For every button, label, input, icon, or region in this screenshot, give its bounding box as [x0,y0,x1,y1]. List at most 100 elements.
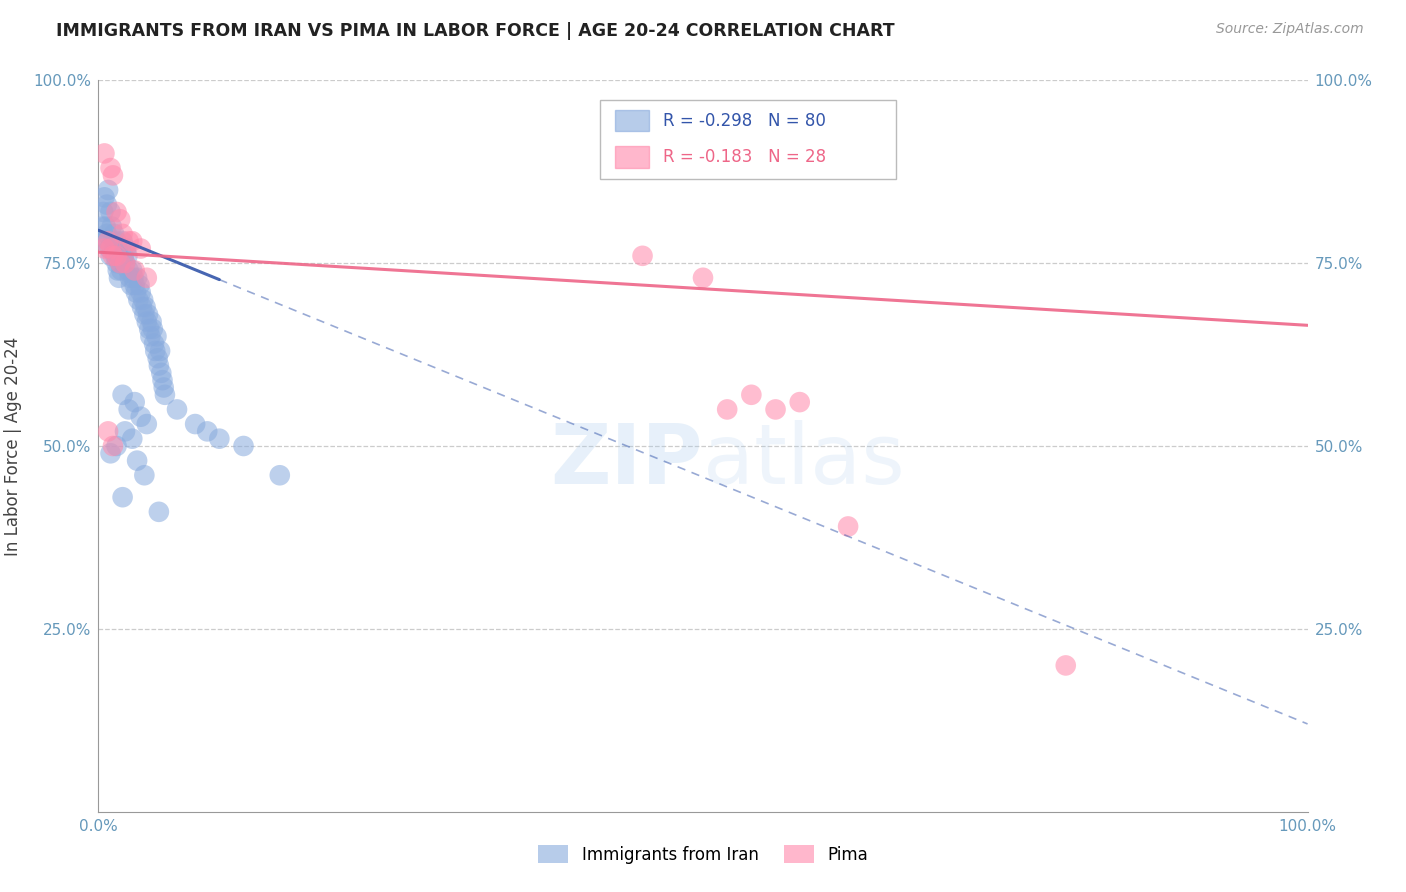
Point [100,446,122,460]
Point [114,256,136,270]
Point [118,270,141,285]
Point [135,300,157,314]
Point [153,388,176,402]
Point [118,263,141,277]
Point [104,249,127,263]
Point [108,212,131,227]
Point [117,249,139,263]
Point [110,263,132,277]
Point [146,351,169,366]
Point [114,256,136,270]
Point [108,256,131,270]
Point [97,183,120,197]
Point [101,249,124,263]
Point [134,307,156,321]
Point [101,439,124,453]
Point [100,242,122,256]
Point [115,242,138,256]
Point [98,242,121,256]
Text: Source: ZipAtlas.com: Source: ZipAtlas.com [1216,22,1364,37]
Point [148,505,170,519]
Point [149,343,172,358]
Point [108,270,131,285]
Point [138,322,160,336]
Point [195,425,218,439]
Point [105,205,128,219]
Point [91,205,114,219]
Point [121,234,143,248]
Point [105,234,128,248]
Point [91,219,114,234]
Point [118,234,141,248]
Point [127,270,149,285]
Point [103,242,125,256]
Point [121,263,143,277]
Point [93,234,115,248]
Point [232,439,254,453]
Point [128,278,150,293]
Point [101,234,124,248]
Point [121,432,143,446]
Point [93,242,115,256]
Point [107,242,129,256]
Point [166,402,188,417]
Point [135,315,157,329]
Point [97,425,120,439]
Point [135,270,157,285]
Point [118,402,141,417]
Point [108,249,131,263]
Text: IMMIGRANTS FROM IRAN VS PIMA IN LABOR FORCE | AGE 20-24 CORRELATION CHART: IMMIGRANTS FROM IRAN VS PIMA IN LABOR FO… [56,22,894,40]
Point [93,190,115,204]
Point [152,373,174,387]
Point [97,234,120,248]
Point [129,285,152,300]
Point [127,453,149,467]
Point [269,468,291,483]
Point [789,395,811,409]
Point [141,315,163,329]
Point [100,249,122,263]
Point [125,285,148,300]
Point [96,197,118,211]
Point [148,359,170,373]
Point [142,322,165,336]
Text: ZIP: ZIP [551,420,703,501]
Point [1054,658,1077,673]
Point [105,256,128,270]
Point [103,227,125,241]
Point [692,270,714,285]
FancyBboxPatch shape [614,146,648,168]
Point [122,270,145,285]
Y-axis label: In Labor Force | Age 20-24: In Labor Force | Age 20-24 [4,336,22,556]
Point [716,402,738,417]
Text: R = -0.298   N = 80: R = -0.298 N = 80 [664,112,825,129]
Point [740,388,762,402]
Point [150,366,173,380]
Point [143,343,166,358]
Point [129,242,152,256]
Point [631,249,654,263]
Point [184,417,207,431]
Legend: Immigrants from Iran, Pima: Immigrants from Iran, Pima [531,838,875,871]
Point [100,161,122,175]
Point [100,205,122,219]
Text: atlas: atlas [703,420,904,501]
Point [111,388,134,402]
Point [139,329,162,343]
Point [111,234,134,248]
Text: R = -0.183   N = 28: R = -0.183 N = 28 [664,148,827,166]
Point [143,336,166,351]
Point [111,227,134,241]
Point [124,395,146,409]
Point [97,234,120,248]
Point [134,468,156,483]
Point [105,439,128,453]
Point [108,256,131,270]
Point [107,263,129,277]
Point [120,278,142,293]
FancyBboxPatch shape [614,110,648,131]
Point [152,380,174,394]
Point [112,249,135,263]
Point [837,519,859,533]
Point [131,300,153,314]
